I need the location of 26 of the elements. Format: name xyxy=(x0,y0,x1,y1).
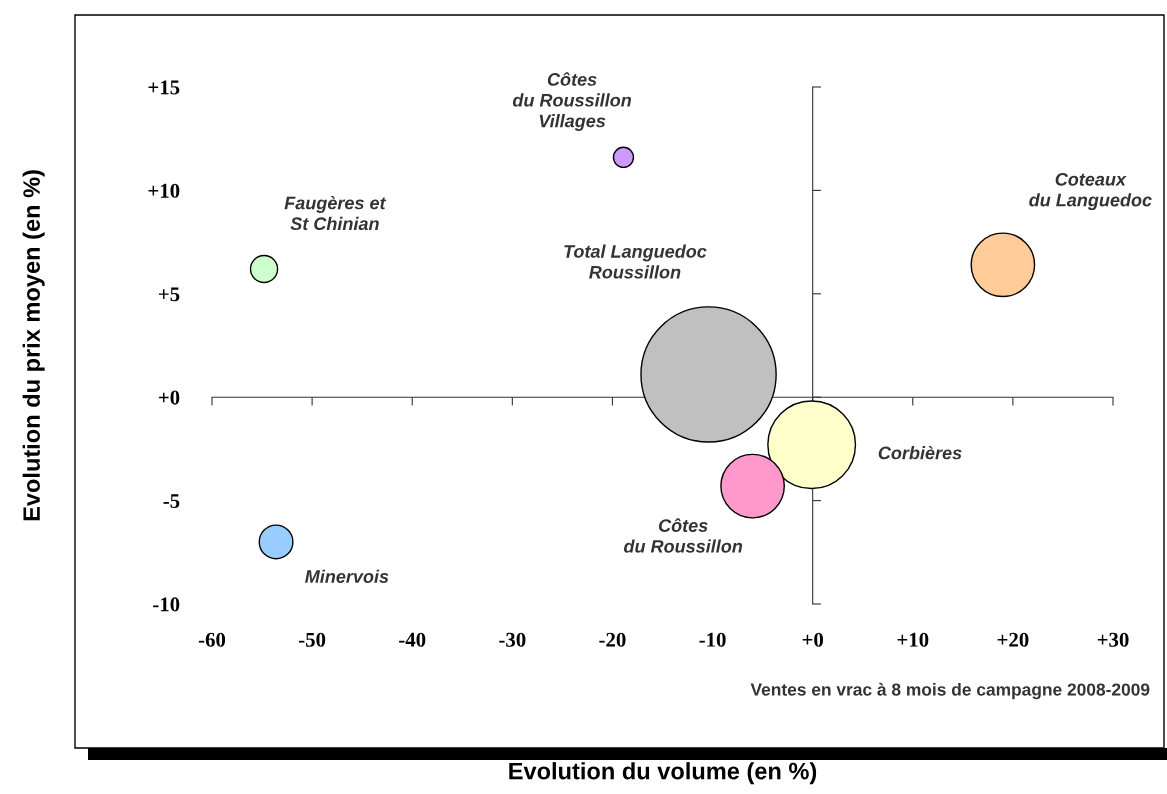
y-tick-label: -10 xyxy=(153,597,180,612)
y-tick-label: +15 xyxy=(148,80,180,95)
x-axis-title: Evolution du volume (en %) xyxy=(509,762,817,785)
x-tick-label: +10 xyxy=(897,632,929,647)
y-tick-label: +10 xyxy=(148,183,180,198)
y-axis-title: Evolution du prix moyen (en %) xyxy=(22,170,45,521)
series-label: Coteaux du Languedoc xyxy=(1029,172,1152,211)
x-tick-label: +0 xyxy=(802,632,824,647)
x-tick-label: -50 xyxy=(298,632,326,647)
series-label: Côtes du Roussillon xyxy=(623,518,743,553)
x-tick-label: -40 xyxy=(399,632,426,647)
series-label: Faugères et St Chinian xyxy=(284,195,387,231)
y-tick-label: -5 xyxy=(163,494,180,509)
y-tick-label: +5 xyxy=(158,287,180,302)
text: Ventes en vrac à 8 mois de campagne 2008-2009 xyxy=(750,682,1150,700)
x-tick-label: -10 xyxy=(699,632,726,647)
x-tick-label: -30 xyxy=(499,632,526,647)
x-tick-label: +30 xyxy=(1097,632,1129,647)
series-label: Total Languedoc Roussillon xyxy=(564,244,707,279)
x-tick-label: -20 xyxy=(599,632,626,647)
x-tick-label: -60 xyxy=(198,632,226,647)
series-label: Côtes du Roussillon Villages xyxy=(512,72,631,131)
y-tick-label: +0 xyxy=(158,390,180,405)
series-label: Corbières xyxy=(878,445,962,460)
x-tick-label: +20 xyxy=(997,632,1029,647)
series-label: Minervois xyxy=(305,569,389,583)
